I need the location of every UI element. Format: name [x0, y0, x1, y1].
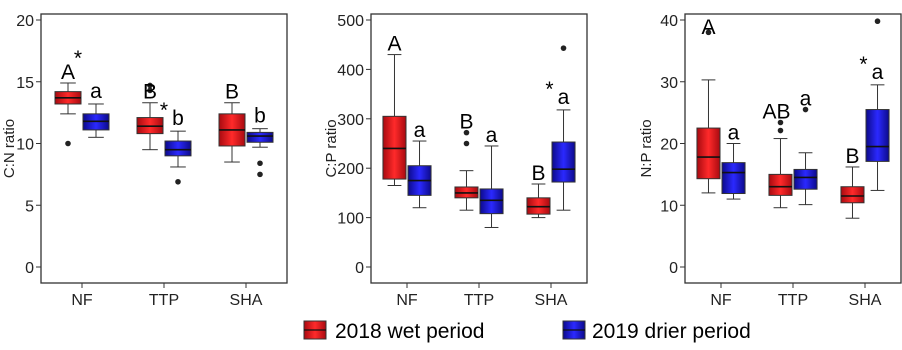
legend-item-wet: 2018 wet period [303, 320, 484, 343]
legend-item-dry: 2019 drier period [562, 320, 751, 343]
letter-dry-NF: a [414, 119, 426, 142]
outlier-dry-SHA-1 [257, 171, 263, 178]
y-tick-label-100: 100 [337, 211, 364, 228]
letter-wet-NF: A [701, 16, 715, 39]
box-dry-TTP [793, 168, 818, 190]
y-tick-label-0: 0 [355, 260, 364, 277]
x-tick-label-SHA: SHA [230, 292, 263, 309]
letter-wet-NF: A [387, 33, 401, 56]
letter-wet-SHA: B [531, 162, 545, 185]
y-tick-label-0: 0 [669, 260, 678, 277]
y-tick-label-200: 200 [337, 161, 364, 178]
y-tick-label-400: 400 [337, 62, 364, 79]
outlier-wet-TTP-1 [463, 129, 470, 136]
box-dry-TTP [164, 140, 192, 157]
y-tick-label-40: 40 [660, 13, 678, 30]
y-tick-label-10: 10 [16, 137, 34, 154]
y-tick-label-300: 300 [337, 112, 364, 129]
letter-dry-TTP: b [172, 107, 184, 130]
significance-star-SHA: * [859, 53, 867, 76]
outlier-wet-TTP-0 [147, 87, 153, 94]
letter-dry-NF: a [90, 80, 102, 103]
box-dry-SHA [246, 131, 274, 143]
legend-label-wet: 2018 wet period [335, 320, 484, 343]
x-tick-label-NF: NF [71, 292, 93, 309]
letter-dry-NF: a [728, 122, 740, 145]
outlier-wet-TTP-0 [463, 140, 470, 147]
legend-label-dry: 2019 drier period [592, 320, 751, 343]
outlier-dry-SHA-0 [874, 18, 881, 25]
x-tick-label-NF: NF [710, 292, 732, 309]
box-wet-NF [696, 127, 721, 180]
y-axis-label: C:P ratio [323, 119, 340, 177]
letter-dry-SHA: b [254, 105, 266, 128]
y-tick-label-500: 500 [337, 13, 364, 30]
outlier-wet-TTP-1 [777, 119, 784, 126]
x-tick-label-SHA: SHA [535, 292, 568, 309]
outlier-dry-TTP-0 [802, 106, 809, 113]
x-tick-label-TTP: TTP [778, 292, 808, 309]
x-tick-label-TTP: TTP [464, 292, 494, 309]
outlier-wet-TTP-1 [147, 82, 153, 89]
legend: 2018 wet period 2019 drier period [303, 320, 751, 343]
box-wet-SHA [840, 186, 865, 204]
box-dry-SHA [551, 141, 576, 183]
letter-wet-SHA: B [845, 145, 859, 168]
outlier-dry-SHA-0 [560, 45, 567, 51]
outlier-dry-TTP-0 [175, 178, 181, 185]
outlier-dry-SHA-0 [257, 160, 263, 167]
y-tick-label-20: 20 [16, 13, 34, 30]
y-tick-label-30: 30 [660, 75, 678, 92]
y-axis-label: C:N ratio [1, 119, 18, 178]
letter-dry-TTP: a [486, 124, 498, 147]
letter-wet-NF: A [61, 61, 75, 84]
y-axis-label: N:P ratio [638, 119, 655, 177]
letter-dry-SHA: a [872, 61, 884, 84]
x-tick-label-SHA: SHA [849, 292, 882, 309]
letter-dry-SHA: a [558, 86, 570, 109]
y-tick-label-15: 15 [16, 75, 34, 92]
significance-star-TTP: * [160, 99, 168, 122]
significance-star-NF: * [74, 47, 82, 70]
letter-wet-TTP: B [143, 81, 157, 104]
significance-star-SHA: * [545, 78, 553, 101]
y-tick-label-20: 20 [660, 137, 678, 154]
outlier-wet-NF-0 [705, 29, 712, 36]
y-tick-label-5: 5 [25, 198, 34, 215]
letter-wet-SHA: B [225, 81, 239, 104]
box-dry-TTP [479, 188, 504, 215]
box-wet-TTP [768, 173, 793, 196]
y-tick-label-0: 0 [25, 260, 34, 277]
box-dry-NF [721, 162, 746, 195]
outlier-wet-TTP-0 [777, 127, 784, 134]
x-tick-label-NF: NF [396, 292, 418, 309]
letter-wet-TTP: AB [762, 101, 790, 124]
letter-wet-TTP: B [459, 111, 473, 134]
outlier-wet-NF-0 [65, 140, 71, 147]
box-dry-SHA [865, 109, 890, 162]
x-tick-label-TTP: TTP [149, 292, 179, 309]
y-tick-label-10: 10 [660, 198, 678, 215]
letter-dry-TTP: a [800, 88, 812, 111]
